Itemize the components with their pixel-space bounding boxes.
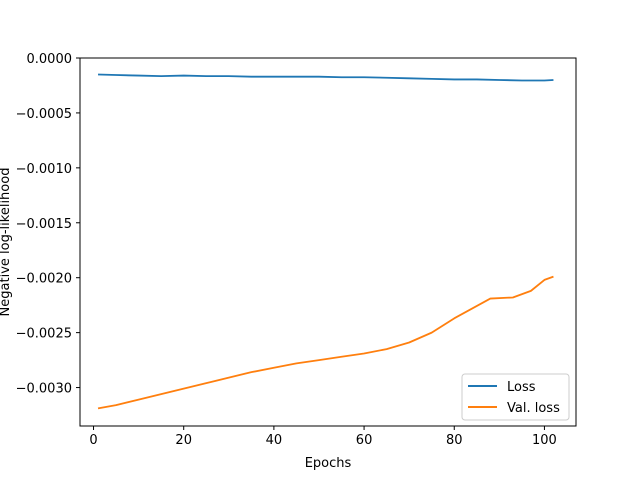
- x-tick-label: 100: [532, 433, 557, 448]
- legend-label-val-loss: Val. loss: [507, 401, 560, 416]
- x-tick-label: 0: [89, 433, 97, 448]
- x-axis-label: Epochs: [305, 456, 352, 471]
- x-tick-label: 60: [356, 433, 373, 448]
- x-tick-label: 80: [446, 433, 463, 448]
- y-tick-label: −0.0005: [16, 107, 72, 122]
- series-line-loss: [98, 73, 554, 82]
- y-tick-label: −0.0025: [16, 327, 72, 342]
- y-tick-label: −0.0020: [16, 272, 72, 287]
- legend-label-loss: Loss: [507, 380, 536, 395]
- y-tick-label: −0.0010: [16, 162, 72, 177]
- series-lines: [97, 73, 554, 410]
- y-tick-label: −0.0030: [16, 382, 72, 397]
- y-tick-label: −0.0015: [16, 217, 72, 232]
- y-axis: 0.0000 −0.0005 −0.0010 −0.0015 −0.0020 −0.002…: [16, 52, 80, 397]
- x-tick-label: 20: [175, 433, 192, 448]
- y-tick-label: 0.0000: [27, 52, 73, 67]
- series-line-val-loss: [97, 275, 554, 410]
- legend: Loss Val. loss: [461, 373, 570, 421]
- x-tick-label: 40: [266, 433, 283, 448]
- plot-frame: [79, 57, 577, 427]
- x-axis: 0 20 40 60 80 100: [89, 426, 557, 448]
- y-axis-label: Negative log-likelihood: [0, 168, 13, 317]
